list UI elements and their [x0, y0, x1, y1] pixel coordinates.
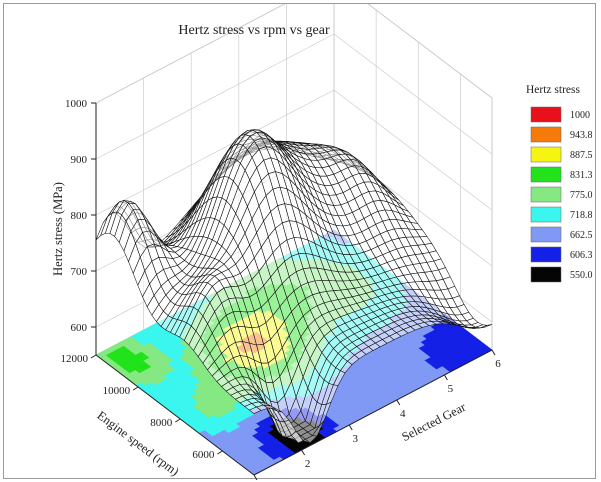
chart-title: Hertz stress vs rpm vs gear	[178, 23, 330, 38]
z-tick-label: 1000	[65, 98, 88, 110]
rpm-tick-label: 10000	[103, 385, 131, 397]
rpm-tick-label: 8000	[150, 417, 173, 429]
rpm-tick-label: 12000	[61, 353, 89, 365]
gear-tick	[301, 449, 306, 456]
surface-mesh	[95, 129, 493, 444]
legend-swatch	[530, 246, 562, 263]
z-tick-label: 600	[71, 322, 88, 334]
rpm-tick	[90, 354, 97, 359]
rpm-tick	[132, 386, 139, 391]
rpm-tick-label: 6000	[192, 449, 215, 461]
legend-swatch	[530, 106, 562, 123]
legend: Hertz stress 1000 943.8 887.5 831.3 775.0 718.…	[526, 84, 593, 283]
gear-tick	[253, 474, 258, 480]
gear-tick	[491, 349, 496, 356]
legend-label: 775.0	[570, 190, 593, 201]
gear-tick-label: 2	[305, 458, 311, 470]
rpm-tick	[217, 450, 223, 455]
legend-swatch	[530, 146, 562, 163]
gear-tick-label: 3	[352, 433, 358, 445]
legend-label: 831.3	[570, 170, 593, 181]
z-tick-label: 900	[71, 154, 88, 166]
gear-axis-title: Selected Gear	[399, 399, 468, 444]
legend-title: Hertz stress	[526, 84, 580, 96]
legend-label: 718.8	[570, 210, 593, 221]
grid-line	[95, 33, 493, 160]
gear-tick	[396, 399, 401, 406]
legend-swatch	[530, 266, 562, 283]
z-axis-title: Hertz stress (MPa)	[51, 182, 65, 276]
legend-label: 887.5	[570, 150, 593, 161]
legend-label: 606.3	[570, 250, 593, 261]
legend-swatch	[530, 126, 562, 143]
gear-axis-line	[253, 349, 493, 476]
legend-swatch	[530, 186, 562, 203]
z-tick-label: 800	[71, 210, 88, 222]
legend-label: 550.0	[570, 270, 593, 281]
gear-tick-label: 5	[448, 383, 454, 395]
legend-swatch	[530, 166, 562, 183]
gear-tick	[348, 424, 353, 431]
gear-tick	[443, 374, 448, 381]
mesh-cell	[248, 406, 262, 414]
legend-label: 943.8	[570, 130, 593, 141]
rpm-axis-line	[95, 354, 255, 476]
grid-line	[95, 4, 493, 104]
rpm-tick	[175, 418, 181, 423]
legend-swatch	[530, 206, 562, 223]
gear-tick-label: 6	[495, 358, 501, 370]
legend-label: 1000	[570, 110, 590, 121]
z-tick-label: 700	[71, 266, 88, 278]
grid-line	[95, 89, 493, 216]
legend-label: 662.5	[570, 230, 593, 241]
gear-tick-label: 4	[400, 408, 406, 420]
legend-swatch	[530, 226, 562, 243]
